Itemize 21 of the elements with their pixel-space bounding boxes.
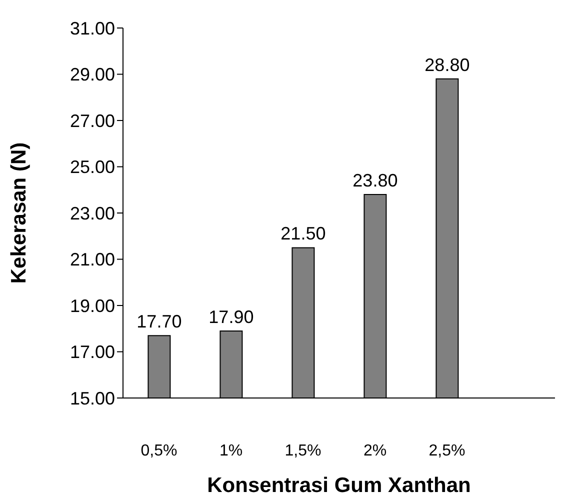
data-label: 17.70 — [136, 312, 182, 332]
x-axis-title: Konsentrasi Gum Xanthan — [207, 474, 471, 494]
data-label: 28.80 — [424, 54, 470, 75]
data-label: 23.80 — [352, 170, 398, 190]
data-label: 21.50 — [280, 224, 326, 244]
y-tick-label: 17.00 — [70, 342, 115, 362]
x-tick-label: 2,5% — [428, 442, 466, 460]
y-tick-label: 29.00 — [70, 64, 115, 85]
y-axis-title: Kekerasan (N) — [7, 142, 30, 284]
y-tick-label: 25.00 — [70, 157, 115, 178]
y-tick-label: 23.00 — [70, 203, 115, 224]
y-tick-label: 15.00 — [70, 388, 115, 408]
y-tick-label: 21.00 — [70, 250, 115, 270]
y-tick-label: 19.00 — [70, 296, 115, 316]
y-tick-label: 31.00 — [70, 18, 115, 38]
x-tick-label: 2% — [363, 442, 387, 460]
y-tick-label: 27.00 — [70, 110, 115, 131]
data-label: 17.90 — [208, 306, 254, 327]
x-tick-label: 0,5% — [140, 442, 178, 460]
x-tick-label: 1,5% — [284, 442, 322, 460]
x-tick-label: 1% — [219, 442, 243, 460]
